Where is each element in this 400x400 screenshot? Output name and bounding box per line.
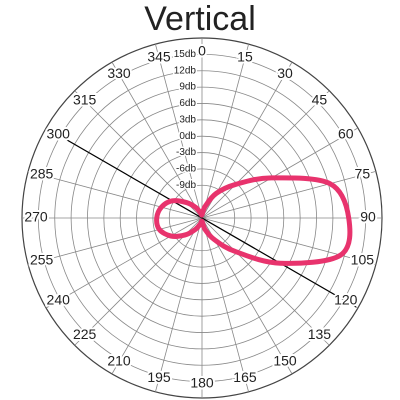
angle-label: 225	[73, 326, 97, 342]
angle-label: 15	[237, 48, 253, 64]
spoke	[111, 61, 203, 219]
grid	[21, 37, 383, 399]
spoke	[155, 217, 203, 392]
angle-label: 135	[308, 326, 332, 342]
angle-label: 345	[147, 48, 171, 64]
spoke	[201, 44, 249, 219]
angle-label: 255	[30, 252, 54, 268]
spoke	[111, 217, 203, 375]
angle-label: 60	[338, 126, 354, 142]
r-tick-label: -3db	[176, 147, 196, 158]
r-tick-label: -6db	[176, 164, 196, 175]
spoke	[201, 217, 330, 346]
angle-label: 270	[24, 209, 48, 225]
spoke	[201, 217, 249, 392]
angle-label: 165	[233, 369, 257, 385]
angle-label: 0	[198, 43, 206, 59]
angle-label: 45	[312, 91, 328, 107]
angle-label: 105	[351, 252, 375, 268]
spoke	[74, 90, 203, 219]
angle-label: 75	[355, 166, 371, 182]
r-tick-label: 15db	[174, 49, 197, 60]
angle-label: 150	[273, 352, 297, 368]
angle-label: 120	[334, 292, 358, 308]
spoke	[201, 171, 376, 219]
angle-label: 330	[107, 65, 131, 81]
foreground: 15db 12db 9db 6db 3db 0db -3db -6db -9db 0 15 30 45 6…	[22, 41, 378, 393]
angle-label: 180	[190, 375, 214, 391]
angle-label: 210	[107, 352, 131, 368]
r-tick-label: 12db	[174, 65, 197, 76]
spoke	[45, 217, 203, 309]
spoke	[201, 90, 330, 219]
r-tick-label: 0db	[179, 131, 196, 142]
spoke	[28, 217, 203, 265]
spoke	[201, 217, 376, 265]
angle-label: 315	[73, 91, 97, 107]
angle-label: 195	[147, 369, 171, 385]
pattern-curve	[154, 175, 353, 266]
spoke	[28, 171, 203, 219]
spoke	[201, 127, 359, 219]
angle-label: 90	[360, 209, 376, 225]
angle-label: 285	[30, 166, 54, 182]
r-tick-label: 9db	[179, 82, 196, 93]
r-tick-label: 6db	[179, 98, 196, 109]
chart-title: Vertical	[144, 0, 256, 38]
angle-label: 240	[47, 292, 71, 308]
tilt-line	[47, 128, 357, 308]
spoke	[74, 217, 203, 346]
angle-label: 300	[47, 126, 71, 142]
spoke	[155, 44, 203, 219]
r-tick-label: 3db	[179, 114, 196, 125]
r-tick-label: -9db	[176, 180, 196, 191]
angle-label: 30	[277, 65, 293, 81]
